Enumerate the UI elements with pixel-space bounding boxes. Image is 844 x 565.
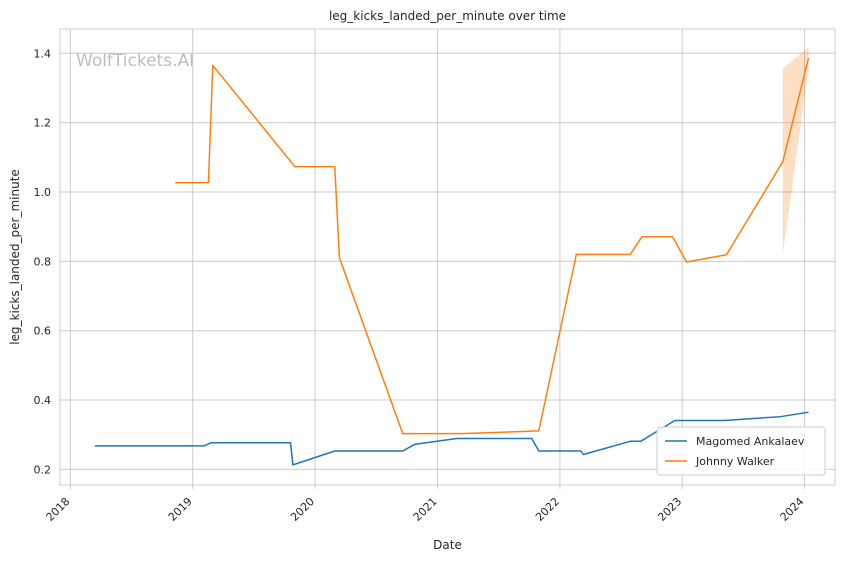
confidence-band-layer [782, 47, 809, 255]
y-tick-label: 1.0 [34, 186, 52, 199]
y-tick-label: 1.4 [34, 47, 52, 60]
tick-layer: 2018 2019 2020 2021 2022 2023 20240.20.40.60.8… [34, 47, 807, 524]
y-tick-label: 0.2 [34, 463, 52, 476]
plot-area [59, 28, 836, 486]
y-tick-label: 0.6 [34, 325, 52, 338]
y-tick-label: 0.8 [34, 255, 52, 268]
series-line-2 [175, 57, 810, 435]
x-axis-label: Date [433, 538, 462, 552]
y-tick-label: 0.4 [34, 394, 52, 407]
legend-box [656, 426, 826, 476]
series-line-layer [94, 57, 810, 466]
y-axis-label: leg_kicks_landed_per_minute [8, 169, 22, 345]
grid-layer [60, 29, 835, 485]
series-line-1 [94, 411, 809, 466]
legend-label: Johnny Walker [695, 455, 775, 468]
legend-label: Magomed Ankalaev [696, 435, 805, 448]
legend: Magomed Ankalaev Johnny Walker [656, 426, 826, 476]
y-tick-label: 1.2 [34, 117, 52, 130]
confidence-band [782, 47, 809, 255]
watermark: WolfTickets.AI [76, 51, 194, 71]
chart-title: leg_kicks_landed_per_minute over time [329, 9, 566, 23]
